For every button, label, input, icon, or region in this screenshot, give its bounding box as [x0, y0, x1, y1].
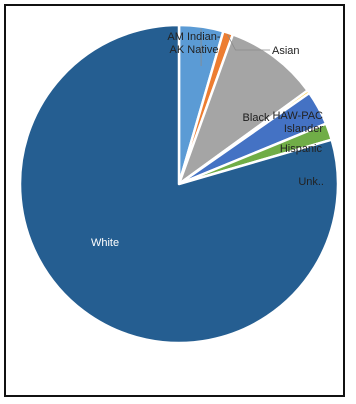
- slice-label-haw-pac-islander: HAW-PAC Islander: [272, 110, 323, 135]
- slice-label-white: White: [91, 237, 119, 249]
- pie-slice-black: [177, 33, 309, 186]
- pie-slice-white: [18, 23, 340, 345]
- slice-label-am-indian-ak-native: AM Indian-AK Native: [167, 31, 221, 56]
- slice-label-unk: Unk..: [298, 176, 324, 188]
- slice-label-black: Black: [243, 112, 270, 124]
- chart-frame: AM Indian-AK Native Asian Black HAW-PAC Isla…: [4, 4, 345, 397]
- slice-label-asian: Asian: [272, 45, 300, 57]
- slice-label-hispanic: Hispanic: [280, 143, 323, 155]
- pie-chart: AM Indian-AK Native Asian Black HAW-PAC Isla…: [18, 23, 340, 345]
- leader-line-1: [227, 34, 270, 51]
